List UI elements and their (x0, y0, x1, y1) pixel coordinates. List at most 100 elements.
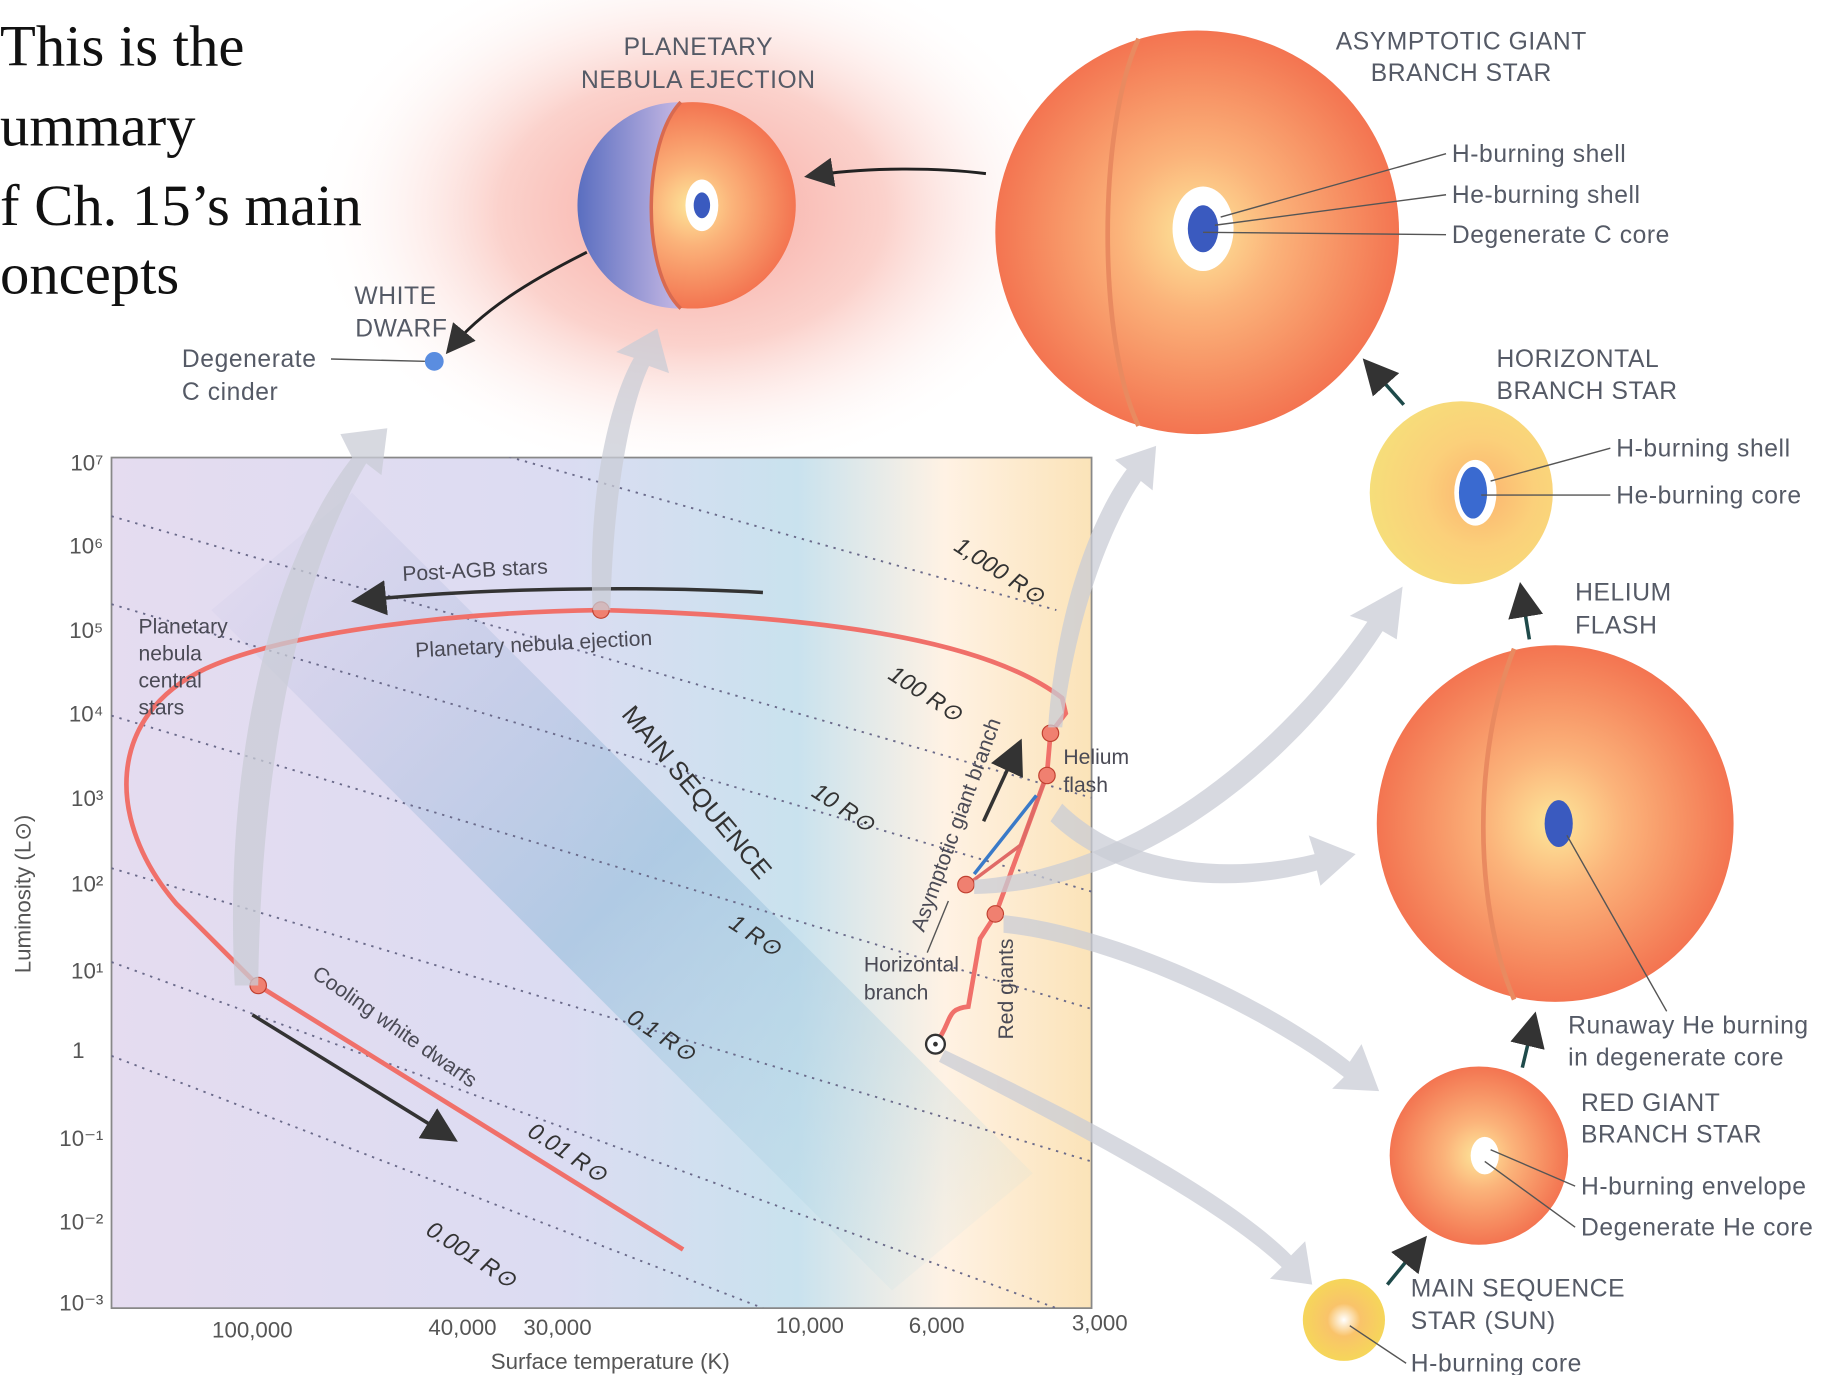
x-tick-label: 40,000 (428, 1315, 496, 1340)
annotation: Horizontal (864, 953, 959, 976)
sun-star (1302, 1278, 1385, 1361)
point (957, 875, 975, 894)
annotation: Planetary (138, 616, 228, 639)
star-sphere (1302, 1278, 1385, 1361)
agb-track (964, 773, 1049, 888)
x-tick-label: 6,000 (909, 1313, 965, 1338)
annotation: branch (864, 982, 929, 1005)
transition-arrow (591, 328, 670, 611)
stage-title: DWARF (355, 316, 447, 343)
agb-star (995, 30, 1400, 435)
radius-line (111, 867, 1092, 1163)
annotation: flash (1063, 774, 1108, 797)
annotation: nebula (138, 643, 202, 666)
stage-title: BRANCH STAR (1496, 378, 1677, 405)
leader-lines (330, 153, 1668, 1364)
radius-line (111, 1055, 764, 1309)
transition-arrow (938, 1050, 1313, 1285)
stage-label: H-burning shell (1616, 435, 1790, 462)
stage-title: BRANCH STAR (1581, 1122, 1762, 1149)
star-cutaway-edge (1105, 37, 1141, 427)
leader-line (1490, 1149, 1576, 1187)
y-tick-label: 10⁴ (69, 702, 103, 727)
star-edge (649, 100, 683, 310)
stage-label: C cinder (182, 379, 278, 406)
stage-title: NEBULA EJECTION (581, 67, 816, 94)
arrow (1510, 1011, 1545, 1069)
stage-title: HELIUM (1575, 580, 1672, 607)
planetary-nebula-star (577, 100, 796, 310)
x-tick-label: 100,000 (212, 1317, 293, 1342)
radius-line (111, 603, 1092, 893)
arrow (445, 250, 588, 355)
sun-symbol-dot (933, 1041, 938, 1047)
arrow (804, 157, 987, 187)
annotation: Red giants (995, 939, 1018, 1040)
stage-label: in degenerate core (1568, 1044, 1784, 1071)
stage-label: Degenerate He core (1581, 1214, 1813, 1241)
arrow (981, 738, 1023, 822)
radius-line (507, 457, 1057, 611)
intro-line: f Ch. 15’s main (0, 173, 362, 238)
core (1458, 466, 1488, 519)
white-dwarf (424, 351, 444, 371)
zero-age-hb (972, 794, 1038, 876)
leader-line (1566, 834, 1668, 1012)
x-tick-label: 30,000 (523, 1315, 591, 1340)
annotation: central (138, 670, 201, 693)
stage-label: He-burning shell (1452, 182, 1641, 209)
x-axis: 100,000 40,000 30,000 10,000 6,000 3,000… (212, 1310, 1128, 1374)
y-tick-label: 1 (72, 1038, 84, 1063)
intro-line: ummary (0, 93, 196, 158)
core (693, 192, 711, 219)
arrow (350, 580, 764, 616)
arrow (1508, 582, 1544, 640)
horizontal-branch-star (1369, 401, 1553, 585)
y-tick-label: 10⁷ (70, 450, 103, 475)
y-tick-label: 10⁻³ (59, 1290, 103, 1315)
radius-line (111, 961, 1057, 1309)
stage-label: Runaway He burning (1568, 1013, 1809, 1040)
y-tick-label: 10⁻² (59, 1210, 103, 1235)
leader-line (926, 900, 950, 953)
stage-title: ASYMPTOTIC GIANT (1336, 28, 1587, 55)
stage-title: STAR (SUN) (1411, 1308, 1556, 1335)
y-tick-label: 10¹ (71, 958, 103, 983)
stage-title: MAIN SEQUENCE (1411, 1275, 1625, 1302)
stage-title: HORIZONTAL (1496, 346, 1659, 373)
radius-line (111, 515, 1092, 799)
arrow (1385, 1235, 1427, 1286)
annotation: Helium (1063, 746, 1129, 769)
y-axis-title: Luminosity (L⊙) (11, 815, 36, 974)
stage-captions: PLANETARY NEBULA EJECTION WHITE DWARF De… (182, 28, 1813, 1375)
stage-title: BRANCH STAR (1371, 60, 1552, 87)
y-tick-label: 10³ (71, 786, 103, 811)
stage-title: RED GIANT (1581, 1090, 1720, 1117)
stage-title: PLANETARY (624, 34, 773, 61)
intro-line: oncepts (0, 241, 179, 306)
stage-title: FLASH (1575, 613, 1657, 640)
leader-line (330, 358, 425, 363)
leader-line (1214, 194, 1447, 226)
point (1038, 766, 1056, 785)
transition-arrow (232, 428, 388, 986)
leader-line (1490, 447, 1611, 482)
leader-line (1220, 153, 1447, 218)
core (1544, 800, 1573, 848)
star-cutaway-edge (1480, 647, 1517, 1001)
y-axis: 10⁷ 10⁶ 10⁵ 10⁴ 10³ 10² 10¹ 1 10⁻¹ 10⁻² … (11, 450, 104, 1315)
arrow (251, 1013, 458, 1142)
core (1187, 205, 1219, 253)
y-tick-label: 10² (71, 872, 103, 897)
leader-line (1203, 231, 1447, 236)
transition-arrow (1003, 915, 1380, 1092)
transition-arrow (1050, 803, 1356, 886)
stage-arrows (445, 157, 1545, 1286)
x-axis-title: Surface temperature (K) (491, 1349, 730, 1374)
point (1041, 724, 1060, 743)
y-tick-label: 10⁶ (69, 534, 103, 559)
stage-label: He-burning core (1616, 482, 1801, 509)
helium-flash-star (1376, 645, 1734, 1002)
leader-line (1349, 1325, 1407, 1364)
core (1470, 1136, 1499, 1175)
